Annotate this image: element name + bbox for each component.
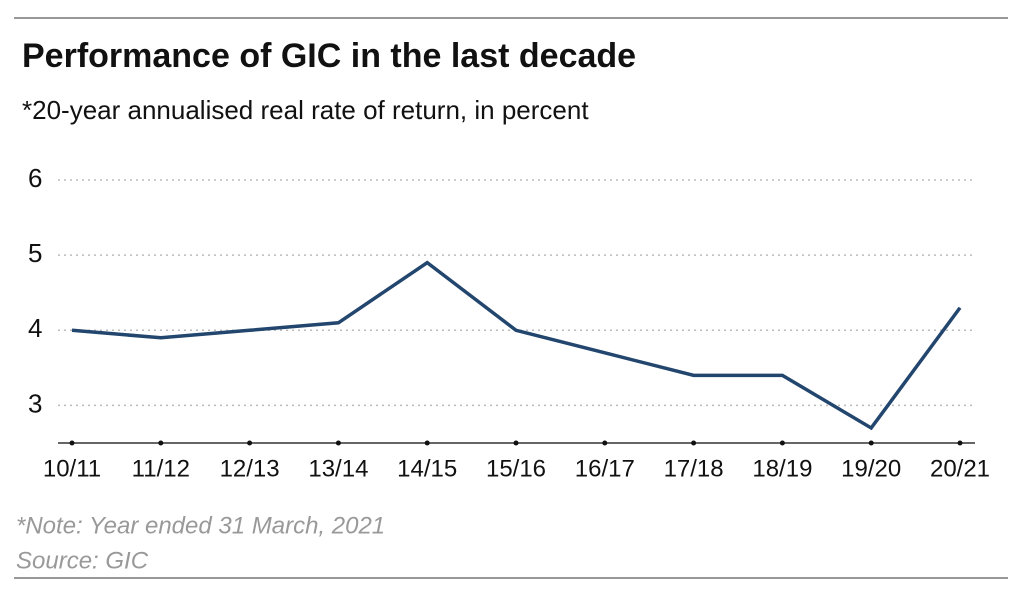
x-tick-label: 12/13	[220, 455, 280, 482]
x-tick-dot	[247, 440, 253, 446]
chart-subtitle: *20-year annualised real rate of return,…	[22, 95, 589, 125]
x-tick-label: 17/18	[664, 455, 724, 482]
x-tick-label: 13/14	[308, 455, 368, 482]
x-tick-dot	[779, 440, 785, 446]
x-tick-dot	[957, 440, 963, 446]
x-tick-dot	[335, 440, 341, 446]
x-tick-dot	[424, 440, 430, 446]
x-tick-dot	[868, 440, 874, 446]
chart-title: Performance of GIC in the last decade	[22, 37, 636, 75]
note: *Note: Year ended 31 March, 2021	[16, 512, 385, 539]
x-tick-dot	[158, 440, 164, 446]
source: Source: GIC	[16, 547, 149, 574]
x-tick-dot	[691, 440, 697, 446]
x-tick-label: 10/11	[43, 455, 101, 482]
x-tick-label: 19/20	[841, 455, 901, 482]
y-tick-label: 5	[28, 238, 42, 268]
x-tick-dot	[602, 440, 608, 446]
x-tick-label: 18/19	[752, 455, 812, 482]
y-tick-label: 6	[28, 163, 42, 193]
x-tick-dot	[69, 440, 75, 446]
x-tick-label: 15/16	[486, 455, 546, 482]
series-line	[71, 260, 962, 431]
x-tick-dot	[513, 440, 519, 446]
x-tick-label: 16/17	[575, 455, 635, 482]
y-tick-label: 3	[28, 388, 42, 418]
x-tick-label: 11/12	[132, 455, 190, 482]
x-tick-label: 14/15	[397, 455, 457, 482]
x-tick-label: 20/21	[930, 455, 990, 482]
y-tick-label: 4	[28, 313, 42, 343]
